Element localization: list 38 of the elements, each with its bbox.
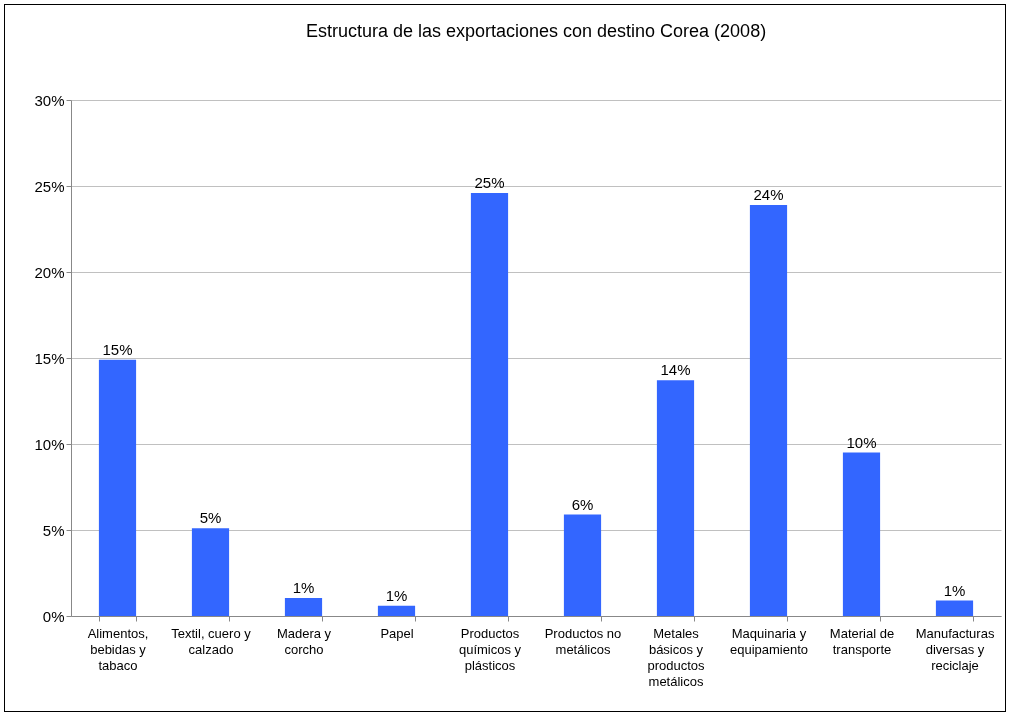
bar xyxy=(470,192,509,616)
x-tick-label: Papel xyxy=(380,625,414,641)
data-label: 24% xyxy=(753,185,784,203)
x-tick-label: Madera y corcho xyxy=(276,625,332,657)
y-tick-label: 25% xyxy=(34,177,65,195)
y-tick-label: 5% xyxy=(42,521,65,539)
data-label: 1% xyxy=(292,578,315,596)
y-tick-label: 15% xyxy=(34,349,65,367)
data-label: 6% xyxy=(571,495,594,513)
y-tick-label: 20% xyxy=(34,263,65,281)
x-tick-label: Alimentos, bebidas y tabaco xyxy=(87,625,149,673)
bar xyxy=(935,600,974,616)
x-tick-label: Metales básicos y productos metálicos xyxy=(647,625,706,689)
data-label: 15% xyxy=(102,340,133,358)
bar xyxy=(842,452,881,616)
bar xyxy=(191,528,230,616)
data-label: 10% xyxy=(846,433,877,451)
x-tick-label: Textil, cuero y calzado xyxy=(171,625,252,657)
bar xyxy=(98,359,137,616)
x-tick-label: Productos no metálicos xyxy=(544,625,622,657)
x-tick-label: Material de transporte xyxy=(829,625,895,657)
data-label: 1% xyxy=(943,581,966,599)
chart-title: Estructura de las exportaciones con destino Corea (2008) xyxy=(305,21,767,41)
y-tick-label: 0% xyxy=(42,607,65,625)
y-tick-label: 30% xyxy=(34,91,65,109)
data-label: 14% xyxy=(660,361,691,379)
bar xyxy=(377,605,416,616)
x-tick-label: Productos químicos y plásticos xyxy=(458,625,522,673)
y-tick-label: 10% xyxy=(34,435,65,453)
bar xyxy=(284,597,323,616)
data-label: 25% xyxy=(474,173,505,191)
bar xyxy=(563,514,602,616)
data-label: 1% xyxy=(385,586,408,604)
x-tick-label: Manufacturas diversas y reciclaje xyxy=(915,625,995,673)
x-tick-label: Maquinaria y equipamiento xyxy=(729,625,809,657)
data-label: 5% xyxy=(199,509,222,527)
bar xyxy=(749,204,788,616)
bar xyxy=(656,380,695,616)
